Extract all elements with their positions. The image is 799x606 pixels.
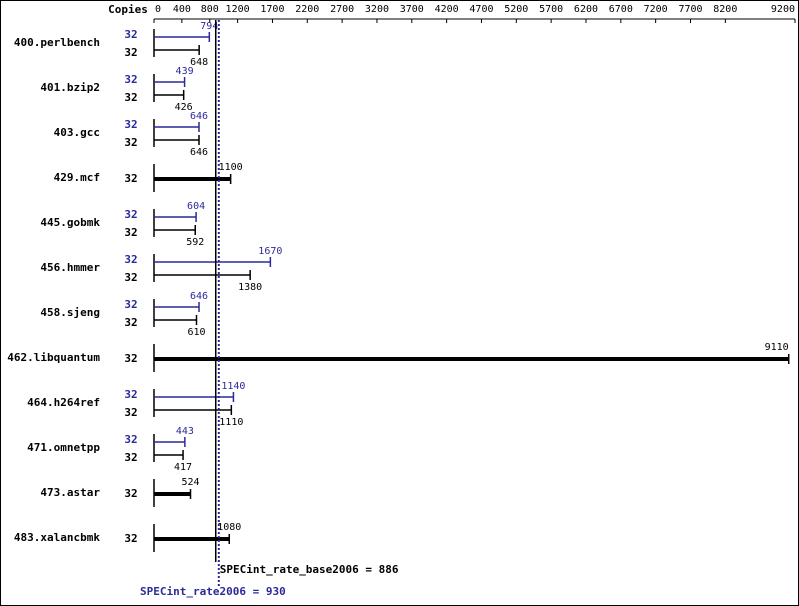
x-tick-label: 1200: [226, 4, 250, 15]
value-label: 426: [175, 102, 193, 113]
x-tick-label: 3200: [365, 4, 389, 15]
category-label: 471.omnetpp: [27, 441, 100, 454]
x-tick-label: 800: [201, 4, 219, 15]
category-label: 456.hmmer: [40, 261, 100, 274]
copies: 32: [124, 118, 137, 131]
value-label: 9110: [765, 342, 789, 353]
value-label: 646: [190, 111, 208, 122]
copies: 32: [124, 253, 137, 266]
x-tick-label: 6700: [609, 4, 633, 15]
value-label: 794: [200, 21, 218, 32]
category-label: 429.mcf: [54, 171, 100, 184]
copies: 32: [124, 136, 137, 149]
x-tick-label: 400: [173, 4, 191, 15]
value-label: 1380: [238, 282, 262, 293]
category-label: 458.sjeng: [40, 306, 100, 319]
x-tick-label: 2200: [295, 4, 319, 15]
x-tick-label: 5200: [504, 4, 528, 15]
copies: 32: [124, 487, 137, 500]
copies: 32: [124, 406, 137, 419]
value-label: 443: [176, 426, 194, 437]
copies: 32: [124, 298, 137, 311]
copies: 32: [124, 28, 137, 41]
copies: 32: [124, 433, 137, 446]
category-label: 462.libquantum: [7, 351, 100, 364]
copies: 32: [124, 451, 137, 464]
x-tick-label: 7200: [644, 4, 668, 15]
copies: 32: [124, 91, 137, 104]
copies: 32: [124, 271, 137, 284]
copies: 32: [124, 46, 137, 59]
copies: 32: [124, 73, 137, 86]
value-label: 646: [190, 147, 208, 158]
copies: 32: [124, 208, 137, 221]
copies: 32: [124, 172, 137, 185]
category-label: 401.bzip2: [40, 81, 100, 94]
copies: 32: [124, 226, 137, 239]
value-label: 1140: [221, 381, 245, 392]
copies: 32: [124, 316, 137, 329]
x-tick-label: 1700: [260, 4, 284, 15]
x-tick-label: 6200: [574, 4, 598, 15]
value-label: 646: [190, 291, 208, 302]
copies-header: Copies: [108, 3, 148, 16]
reference-label: SPECint_rate_base2006 = 886: [220, 563, 399, 576]
value-label: 604: [187, 201, 205, 212]
value-label: 417: [174, 462, 192, 473]
value-label: 648: [190, 57, 208, 68]
copies: 32: [124, 352, 137, 365]
x-tick-label: 3700: [400, 4, 424, 15]
category-label: 403.gcc: [54, 126, 100, 139]
x-tick-label: 4200: [435, 4, 459, 15]
value-label: 610: [187, 327, 205, 338]
x-tick-label: 7700: [678, 4, 702, 15]
x-tick-label: 8200: [713, 4, 737, 15]
reference-label: SPECint_rate2006 = 930: [140, 585, 286, 598]
value-label: 1080: [217, 522, 241, 533]
x-tick-label: 5700: [539, 4, 563, 15]
category-label: 464.h264ref: [27, 396, 100, 409]
x-tick-label: 2700: [330, 4, 354, 15]
category-label: 483.xalancbmk: [14, 531, 100, 544]
x-tick-label: 9200: [771, 4, 795, 15]
x-tick-label: 4700: [469, 4, 493, 15]
x-tick-label: 0: [155, 4, 161, 15]
value-label: 524: [181, 477, 199, 488]
value-label: 592: [186, 237, 204, 248]
category-label: 445.gobmk: [40, 216, 100, 229]
copies: 32: [124, 388, 137, 401]
copies: 32: [124, 532, 137, 545]
value-label: 1100: [219, 162, 243, 173]
value-label: 1670: [258, 246, 282, 257]
value-label: 1110: [219, 417, 243, 428]
value-label: 439: [176, 66, 194, 77]
category-label: 400.perlbench: [14, 36, 100, 49]
category-label: 473.astar: [40, 486, 100, 499]
